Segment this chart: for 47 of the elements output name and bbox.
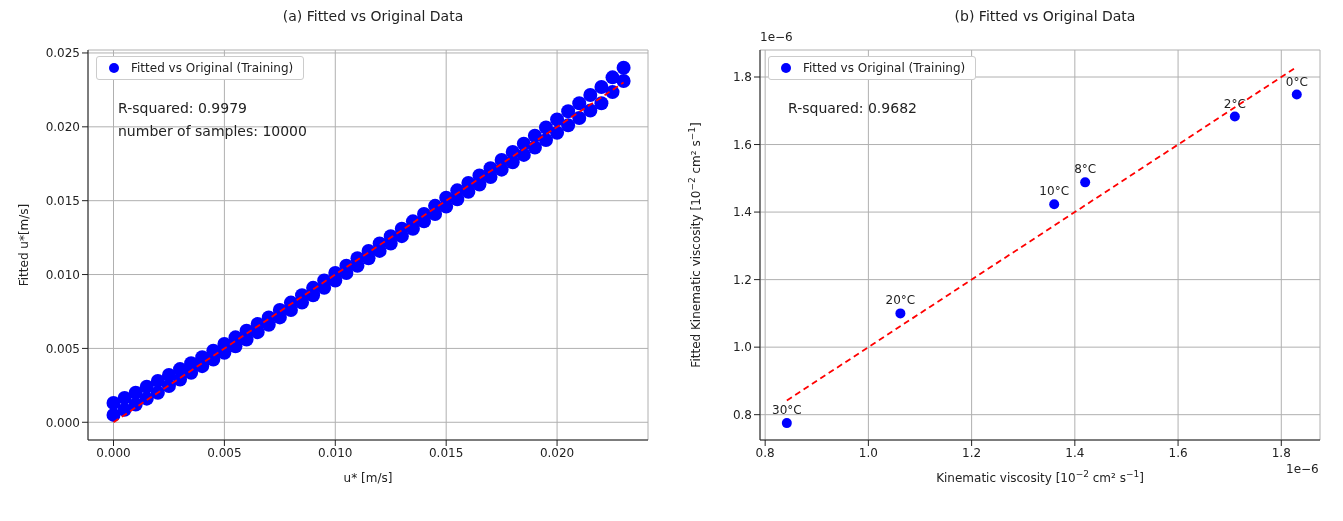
y-tick-label: 0.8 [732, 407, 752, 422]
y-tick-label: 1.0 [732, 340, 752, 355]
chart-title: (b) Fitted vs Original Data [953, 8, 1137, 26]
annotation: 0°C [1285, 74, 1308, 89]
annotation: 2°C [1223, 96, 1246, 111]
x-axis-title: u* [m/s] [343, 471, 393, 485]
y-tick-label: 0.015 [45, 193, 80, 208]
x-tick-label: 1.0 [858, 445, 878, 460]
y-tick-label: 1.2 [732, 272, 752, 287]
point [1291, 89, 1302, 100]
point [1049, 199, 1060, 210]
x-axis-title: Kinematic viscosity [10$^{−2}$ cm² s$^{−1}$] [936, 469, 1144, 485]
x-tick-label: 1.6 [1168, 445, 1188, 460]
annotation: 30°C [772, 403, 802, 418]
text: 1e−6 [760, 30, 793, 44]
y-tick-label: 1.4 [732, 205, 752, 220]
x-tick-label: 0.000 [96, 445, 131, 460]
y-tick-label: 1.6 [732, 137, 752, 152]
legend-label: Fitted vs Original (Training) [131, 61, 294, 75]
point [895, 308, 906, 319]
point [781, 418, 792, 429]
point [1229, 111, 1240, 122]
x-tick-label: 0.020 [539, 445, 575, 460]
x-tick-label: 1.2 [962, 445, 982, 460]
point [1080, 177, 1091, 188]
annotation: R-squared: 0.9979 [118, 100, 247, 116]
annotation: 8°C [1074, 162, 1097, 177]
y-tick-label: 0.020 [45, 120, 80, 135]
text: 1e−6 [1286, 462, 1319, 476]
x-tick-label: 0.005 [207, 445, 242, 460]
y-tick-label: 0.005 [45, 341, 80, 356]
annotation: R-squared: 0.9682 [788, 100, 917, 116]
x-tick-label: 1.8 [1271, 445, 1291, 460]
y-tick-label: 0.000 [45, 415, 80, 430]
y-axis-title: Fitted u*[m/s] [17, 203, 31, 287]
y-tick-label: 0.010 [45, 267, 80, 282]
annotation: number of samples: 10000 [118, 123, 307, 139]
x-tick-label: 0.8 [755, 445, 775, 460]
y-tick-label: 0.025 [45, 46, 80, 61]
x-tick-label: 0.010 [318, 445, 353, 460]
x-tick-label: 1.4 [1065, 445, 1085, 460]
legend-label: Fitted vs Original (Training) [803, 61, 966, 75]
y-tick-label: 1.8 [732, 70, 752, 85]
chart-title: (a) Fitted vs Original Data [281, 8, 465, 26]
annotation: 20°C [885, 293, 916, 308]
x-tick-label: 0.015 [429, 445, 464, 460]
annotation: 10°C [1039, 184, 1070, 199]
